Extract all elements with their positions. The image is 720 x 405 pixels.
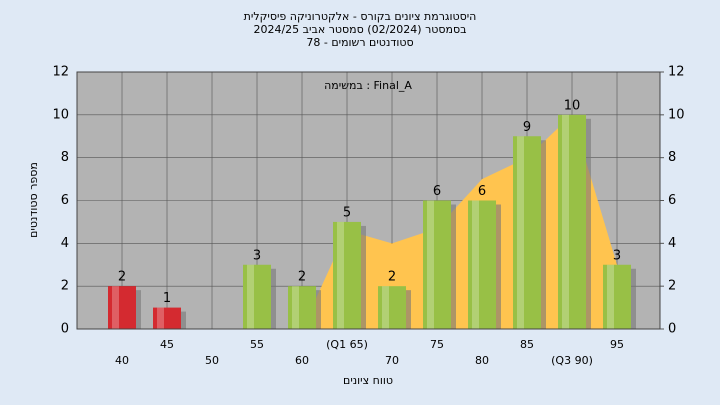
- x-tick-label: 85: [520, 338, 534, 351]
- bar-highlight: [382, 286, 389, 329]
- bar-highlight: [607, 264, 614, 329]
- bar: [333, 221, 361, 329]
- y-tick-label: 8: [61, 150, 69, 165]
- annotation: במשימה : Final_A: [324, 79, 412, 92]
- bar-highlight: [247, 264, 254, 329]
- y2-tick-label: 8: [668, 150, 676, 165]
- bar: [108, 286, 136, 329]
- value-label: 2: [298, 270, 306, 285]
- x-tick-label: (Q1 65): [326, 338, 368, 351]
- y-tick-label: 4: [61, 236, 69, 251]
- value-label: 5: [343, 205, 351, 220]
- bar-highlight: [292, 286, 299, 329]
- bar: [288, 286, 316, 329]
- x-tick-label: 55: [250, 338, 264, 351]
- bar: [513, 136, 541, 329]
- value-label: 2: [388, 270, 396, 285]
- y-tick-label: 6: [61, 193, 69, 208]
- bar-highlight: [427, 200, 434, 329]
- value-label: 3: [253, 248, 261, 263]
- x-tick-label: 75: [430, 338, 444, 351]
- value-label: 9: [523, 120, 531, 135]
- bar-highlight: [472, 200, 479, 329]
- bar: [378, 286, 406, 329]
- x-tick-label: 50: [205, 354, 219, 367]
- y-tick-label: 10: [52, 107, 69, 122]
- y2-tick-label: 12: [668, 65, 685, 80]
- y-tick-label: 0: [61, 322, 69, 337]
- bar-highlight: [112, 286, 119, 329]
- y2-tick-label: 2: [668, 279, 676, 294]
- bar-highlight: [157, 307, 164, 329]
- y2-tick-label: 6: [668, 193, 676, 208]
- title-line: היסטוגרמת ציונים בקורס - אלקטרוניקה פיסי…: [244, 10, 477, 23]
- x-tick-label: 80: [475, 354, 489, 367]
- y-axis-label: מספר סטודנטים: [27, 162, 40, 238]
- value-label: 1: [163, 291, 171, 306]
- value-label: 6: [478, 184, 486, 199]
- x-tick-label: 45: [160, 338, 174, 351]
- y2-tick-label: 10: [668, 107, 685, 122]
- y2-tick-label: 0: [668, 322, 676, 337]
- x-tick-label: 60: [295, 354, 309, 367]
- value-label: 10: [564, 98, 581, 113]
- value-label: 6: [433, 184, 441, 199]
- title-line: סטודנטים רשומים - 78: [306, 36, 413, 49]
- bar: [243, 264, 271, 329]
- bar: [603, 264, 631, 329]
- bar: [423, 200, 451, 329]
- y-tick-label: 12: [52, 65, 69, 80]
- value-label: 2: [118, 270, 126, 285]
- bar-highlight: [562, 114, 569, 329]
- bar: [468, 200, 496, 329]
- plot-frame: [76, 71, 661, 330]
- bar: [153, 307, 181, 329]
- value-label: 3: [613, 248, 621, 263]
- x-tick-label: 40: [115, 354, 129, 367]
- bar: [558, 114, 586, 329]
- x-tick-label: (Q3 90): [551, 354, 593, 367]
- x-tick-label: 70: [385, 354, 399, 367]
- title-line: בסמסטר (02/2024) סמסטר אביב 2024/25: [253, 23, 466, 36]
- x-tick-label: 95: [610, 338, 624, 351]
- y-tick-label: 2: [61, 279, 69, 294]
- y2-tick-label: 4: [668, 236, 676, 251]
- bar-highlight: [337, 221, 344, 329]
- x-axis-label: טווח ציונים: [343, 374, 393, 387]
- bar-highlight: [517, 136, 524, 329]
